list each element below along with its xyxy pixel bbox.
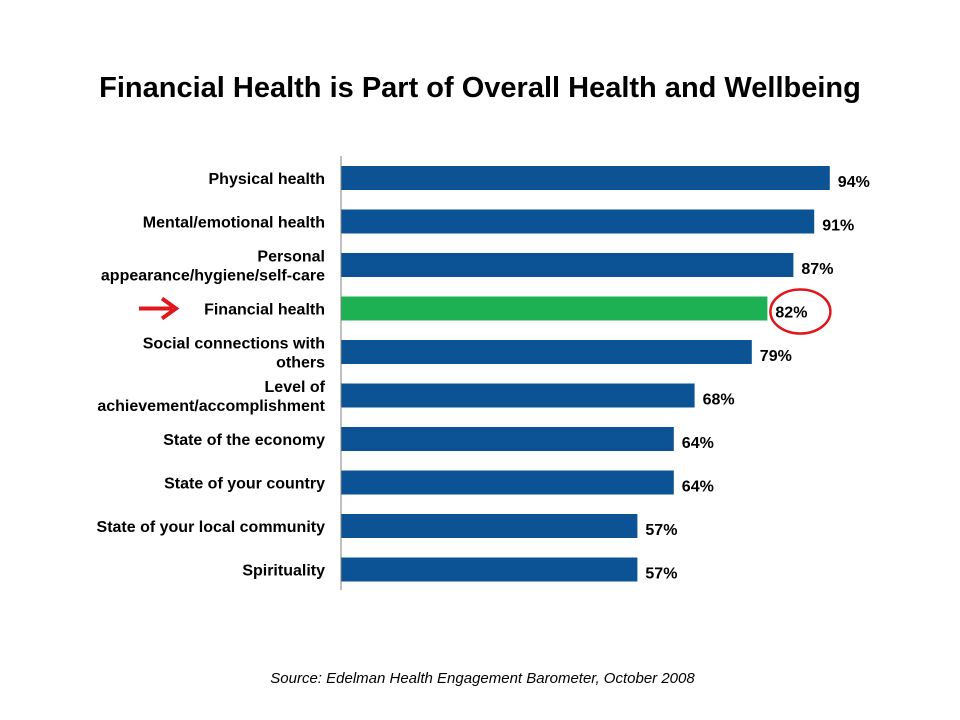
- category-label: Spirituality: [242, 563, 325, 580]
- data-label: 64%: [682, 435, 714, 452]
- data-label: 87%: [801, 261, 833, 278]
- bar: [341, 253, 794, 277]
- category-label: Physical health: [209, 171, 326, 188]
- data-label: 82%: [775, 305, 807, 322]
- bar: [341, 383, 695, 408]
- source-note: Source: Edelman Health Engagement Barome…: [270, 670, 695, 687]
- data-label: 64%: [682, 479, 714, 496]
- bar: [341, 340, 752, 364]
- chart-title: Financial Health is Part of Overall Heal…: [99, 72, 861, 104]
- category-label: appearance/hygiene/self-care: [101, 268, 325, 285]
- category-label: State of your country: [164, 476, 325, 493]
- category-label: Mental/emotional health: [143, 215, 325, 232]
- data-label: 57%: [645, 566, 677, 583]
- category-label: Personal: [257, 249, 325, 266]
- data-label: 94%: [838, 174, 870, 191]
- bar: [341, 557, 638, 582]
- category-label: Financial health: [204, 302, 325, 319]
- highlight-circle: [769, 288, 832, 335]
- bar: [341, 296, 768, 321]
- category-label: Social connections with: [143, 336, 325, 353]
- bar: [341, 470, 674, 495]
- red-arrow-head-icon: [160, 296, 180, 321]
- data-label: 68%: [703, 392, 735, 409]
- category-label: State of the economy: [163, 432, 325, 449]
- category-label: State of your local community: [97, 519, 326, 536]
- data-label: 79%: [760, 348, 792, 365]
- data-label: 91%: [822, 218, 854, 235]
- category-label: others: [276, 355, 325, 372]
- category-label: Level of: [265, 379, 326, 396]
- category-label: achievement/accomplishment: [97, 398, 325, 415]
- bar: [341, 166, 830, 190]
- bar: [341, 427, 674, 451]
- bar: [341, 209, 815, 234]
- bar: [341, 514, 638, 538]
- data-label: 57%: [645, 522, 677, 539]
